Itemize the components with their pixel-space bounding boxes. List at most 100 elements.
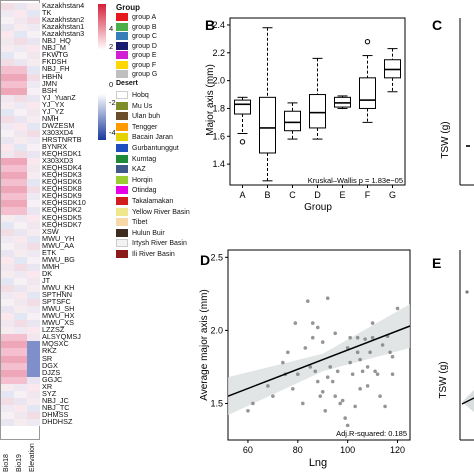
panel-b-ytick-label: 2.2: [212, 48, 225, 58]
heatmap-cell: [27, 24, 40, 32]
panel-d-ytick-label: 1.5: [210, 398, 223, 408]
heatmap-row-label: TK: [42, 8, 52, 18]
panel-b-box: [234, 99, 251, 115]
heatmap-cell: [1, 144, 14, 152]
heatmap-row-label: KEQHSDK4: [42, 163, 82, 173]
heatmap-cell: [14, 320, 27, 328]
heatmap-cell: [27, 235, 40, 243]
legend-desert-label: Tibet: [132, 219, 148, 227]
heatmap-cell: [1, 404, 14, 413]
heatmap-cell: [27, 31, 40, 39]
heatmap-row-label: DHMSS: [42, 409, 69, 419]
heatmap-cell: [14, 144, 27, 152]
heatmap-cell: [27, 94, 40, 102]
legend-swatch: [116, 228, 128, 237]
heatmap-cell: [14, 101, 27, 109]
heatmap-row-label: DJZS: [42, 367, 61, 377]
heatmap-cell: [27, 341, 40, 349]
legend-group-label: group G: [132, 71, 158, 78]
heatmap-row-label: MWU_XS: [42, 318, 75, 328]
heatmap-cell: [14, 45, 27, 53]
scale-label-2: 2: [109, 42, 114, 51]
heatmap-cell: [27, 207, 40, 215]
heatmap-cell: [1, 94, 14, 102]
heatmap-cell: [14, 122, 27, 131]
heatmap-row-label: MWU_YH: [42, 233, 75, 243]
legend-swatch: [116, 133, 128, 142]
legend-swatch: [116, 207, 128, 216]
panel-d-point: [333, 394, 338, 398]
panel-b-xtick-label: A: [239, 190, 245, 200]
heatmap-cell: [27, 313, 40, 321]
panel-d-point: [303, 346, 308, 350]
heatmap-cell: [1, 362, 14, 370]
legend-desert-label: Irtysh River Basin: [132, 240, 187, 248]
panel-b-box: [259, 96, 276, 154]
panel-b-box: [309, 94, 326, 129]
legend-desert-label: Ulan buh: [132, 113, 161, 121]
panel-b-xtick-label: F: [365, 190, 371, 200]
heatmap-row-label: SR: [42, 353, 53, 363]
heatmap-cell: [14, 17, 27, 25]
heatmap-row-label: GGJC: [42, 374, 63, 384]
legend-group-item: group G: [116, 70, 157, 79]
heatmap-cell: [14, 158, 27, 166]
heatmap-cell: [1, 249, 14, 257]
heatmap-cell: [1, 24, 14, 32]
legend-swatch: [116, 112, 128, 121]
panel-b-letter: B: [205, 17, 215, 33]
heatmap-cell: [14, 235, 27, 243]
heatmap-cell: [14, 256, 27, 264]
panel-d-point: [308, 365, 313, 369]
heatmap-cell: [1, 348, 14, 356]
heatmap-cell: [27, 101, 40, 109]
heatmap-cell: [14, 108, 27, 116]
heatmap-cell: [27, 418, 40, 427]
heatmap-cell: [27, 38, 40, 46]
panel-d-point: [353, 404, 357, 409]
heatmap-cell: [14, 285, 27, 293]
heatmap-row-label: KEQHSDK9: [42, 191, 82, 201]
legend-desert-item: Mu Us: [116, 101, 152, 111]
legend-desert-label: Ili River Basin: [132, 251, 175, 258]
heatmap-row-label: HRSTNRTB: [42, 134, 82, 144]
heatmap-cell: [27, 348, 40, 356]
legend-swatch: [116, 60, 128, 69]
heatmap-cell: [1, 38, 14, 46]
heatmap-row-label: DWZESM: [42, 120, 75, 130]
legend-group-item: group E: [116, 51, 157, 60]
heatmap-cell: [27, 369, 40, 377]
heatmap-cell: [1, 242, 14, 250]
panel-d-point: [360, 369, 365, 374]
panel-d-point: [380, 343, 385, 347]
heatmap-cell: [27, 214, 40, 222]
legend-swatch: [116, 154, 128, 163]
legend-desert-item: Horqin: [116, 175, 153, 185]
panel-d-confidence-band: [228, 304, 410, 416]
panel-d-ytick-label: 2.0: [210, 325, 223, 335]
legend-group-label: group F: [132, 61, 157, 69]
heatmap-cell: [27, 17, 40, 25]
legend-swatch: [116, 122, 128, 131]
panel-b-xlabel: Group: [304, 202, 332, 213]
heatmap-row-label: Kazakhstan4: [42, 1, 85, 10]
panel-b-ytick-label: 1.4: [212, 159, 225, 169]
panel-b-ylabel: Major axis (mm): [205, 64, 216, 136]
heatmap-row-label: SYZ: [42, 388, 57, 398]
heatmap-row-label: NBJ_M: [42, 43, 66, 53]
panel-d-xlabel: Lng: [309, 457, 327, 469]
heatmap-cell: [27, 115, 40, 123]
panel-d-point: [315, 325, 320, 330]
legend-swatch: [116, 32, 128, 40]
heatmap-cell: [14, 306, 27, 314]
heatmap-row-label: Kazakhstan2: [42, 15, 85, 25]
panel-d-point: [345, 346, 350, 350]
heatmap-cell: [27, 355, 40, 363]
heatmap-cell: [1, 376, 14, 384]
heatmap-cell: [14, 136, 27, 145]
legend-desert-title: Desert: [116, 80, 138, 87]
heatmap-row-label: KEQHSDK5: [42, 212, 82, 222]
heatmap-cell: [27, 172, 40, 180]
panel-b-outlier: [364, 38, 371, 45]
heatmap-cell: [27, 136, 40, 145]
